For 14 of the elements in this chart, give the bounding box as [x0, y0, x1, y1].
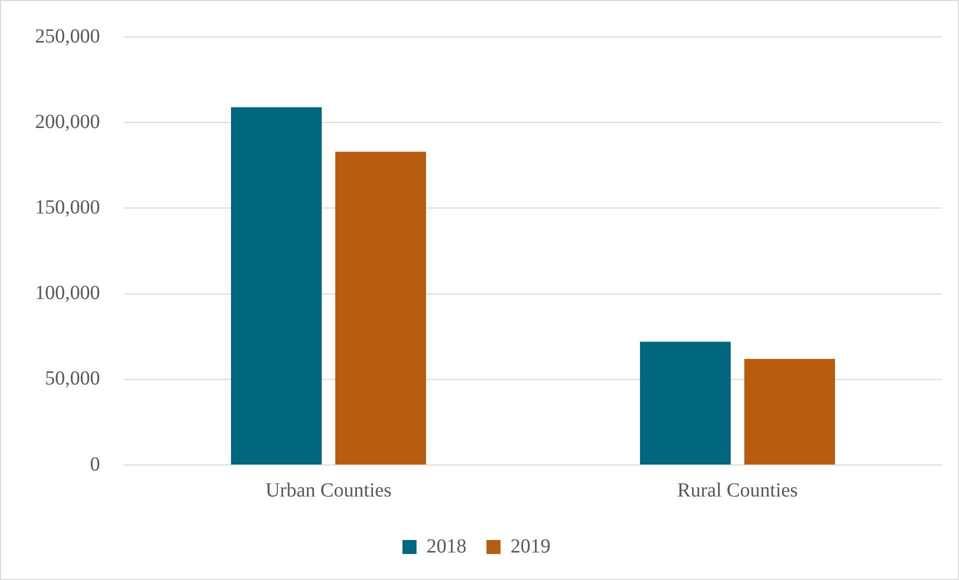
y-tick-label: 0 — [90, 453, 100, 476]
bar — [640, 342, 731, 464]
legend-label: 2019 — [510, 535, 550, 558]
x-tick-label: Urban Counties — [265, 479, 392, 502]
y-tick-label: 150,000 — [35, 196, 100, 218]
bar — [230, 107, 322, 464]
bar — [335, 152, 426, 464]
y-tick-label: 50,000 — [45, 368, 100, 390]
y-tick-label: 200,000 — [35, 110, 100, 133]
legend-label: 2018 — [426, 535, 466, 558]
x-tick-label: Rural Counties — [677, 479, 798, 502]
y-tick-label: 250,000 — [35, 25, 100, 48]
y-tick-label: 100,000 — [35, 282, 100, 304]
bar — [744, 358, 836, 464]
